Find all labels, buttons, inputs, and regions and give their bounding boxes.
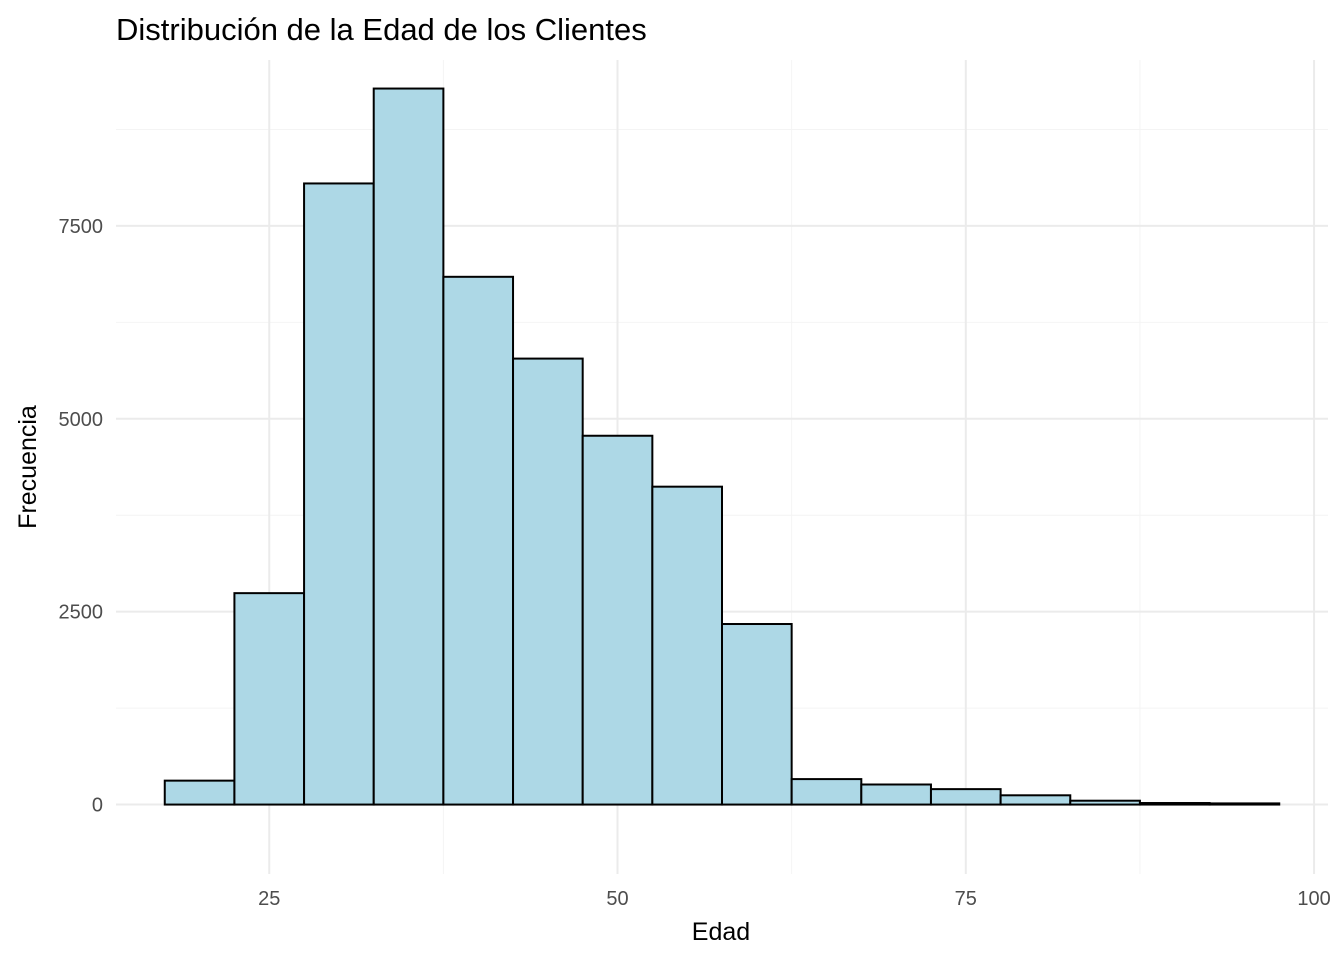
- chart-title: Distribución de la Edad de los Clientes: [116, 12, 647, 47]
- histogram-bar: [1208, 802, 1281, 806]
- histogram-bar: [372, 87, 445, 806]
- histogram-bar: [790, 778, 863, 806]
- histogram-bars: [163, 87, 1281, 806]
- y-tick-label: 7500: [59, 216, 104, 238]
- histogram-bar: [651, 485, 724, 806]
- histogram-bar: [233, 592, 306, 806]
- x-axis-tick-labels: 25 50 75 100: [258, 888, 1331, 910]
- y-tick-label: 0: [92, 795, 103, 817]
- histogram-bar: [999, 794, 1072, 806]
- y-tick-label: 5000: [59, 409, 104, 431]
- histogram-bar: [860, 783, 932, 806]
- histogram-bar: [1138, 802, 1211, 806]
- histogram-bar: [581, 434, 654, 806]
- y-tick-label: 2500: [59, 602, 104, 624]
- x-tick-label: 75: [955, 888, 977, 910]
- y-axis-title: Frecuencia: [14, 405, 42, 529]
- x-tick-label: 25: [258, 888, 280, 910]
- histogram-bar: [303, 182, 375, 806]
- histogram-bar: [929, 788, 1002, 806]
- y-axis-tick-labels: 0 2500 5000 7500: [59, 216, 104, 817]
- histogram-bar: [721, 623, 793, 806]
- x-tick-label: 100: [1297, 888, 1330, 910]
- histogram-bar: [163, 779, 236, 806]
- x-axis-title: Edad: [692, 918, 750, 946]
- histogram-bar: [512, 357, 584, 806]
- x-tick-label: 50: [606, 888, 628, 910]
- histogram-bar: [442, 275, 515, 806]
- histogram-bar: [1069, 799, 1141, 806]
